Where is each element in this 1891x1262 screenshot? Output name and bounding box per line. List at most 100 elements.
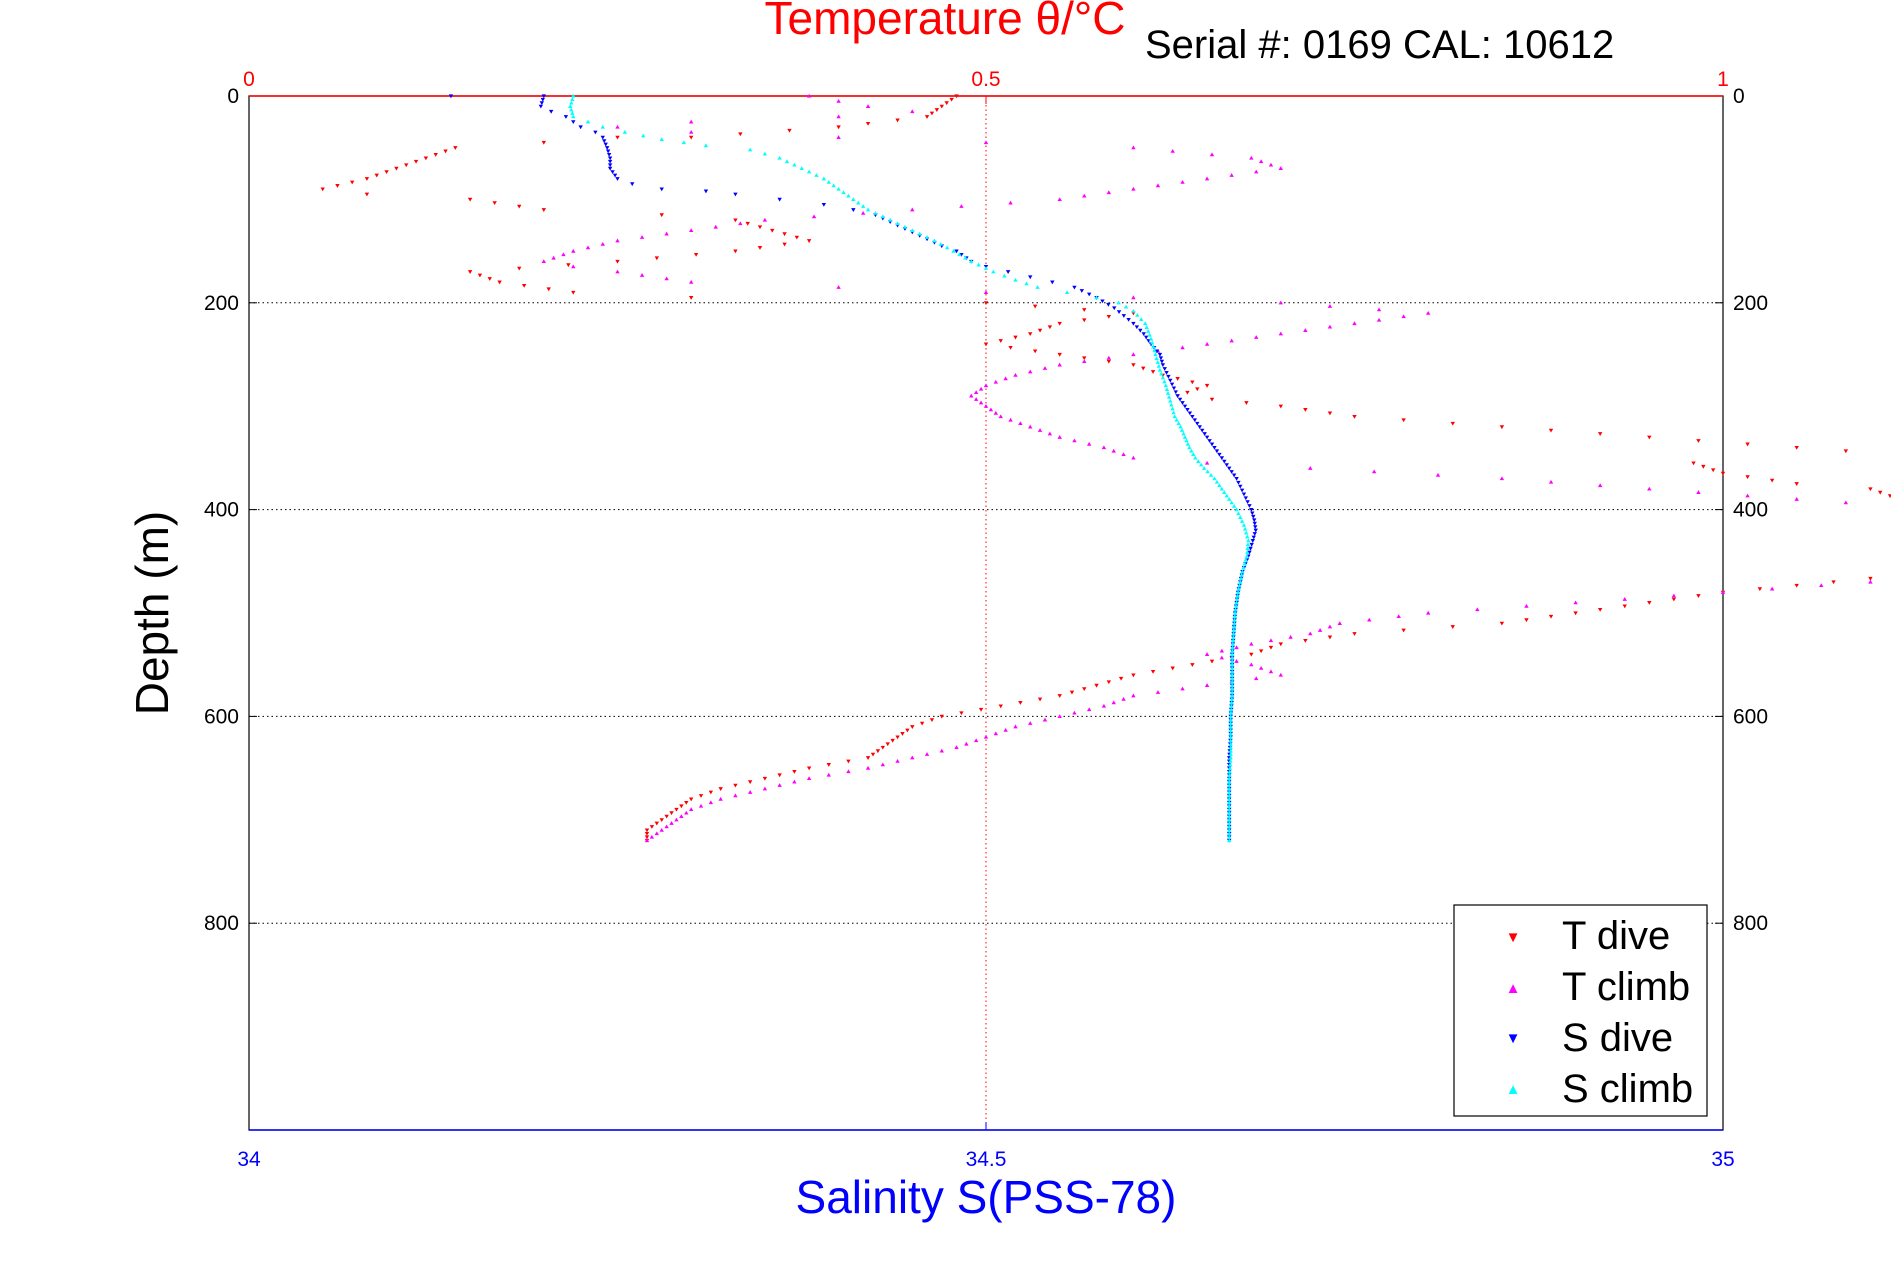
legend-box xyxy=(1453,904,1708,1117)
data-point xyxy=(664,814,669,819)
data-point xyxy=(957,252,962,257)
data-point xyxy=(1227,817,1232,822)
data-point xyxy=(1231,624,1237,629)
data-point xyxy=(873,210,878,215)
data-point xyxy=(1327,304,1333,308)
data-point xyxy=(448,94,454,99)
data-point xyxy=(929,111,935,116)
data-point xyxy=(1278,404,1283,409)
data-point xyxy=(1401,418,1406,423)
data-point xyxy=(954,745,959,750)
data-point xyxy=(467,270,473,274)
data-point xyxy=(1227,810,1232,815)
data-point xyxy=(1143,335,1149,340)
data-point xyxy=(762,217,768,222)
data-point xyxy=(983,266,989,270)
data-point xyxy=(1227,779,1232,784)
data-point xyxy=(1234,597,1240,601)
data-point xyxy=(1254,169,1259,174)
data-point xyxy=(1258,665,1264,670)
data-point xyxy=(1236,586,1241,591)
data-point xyxy=(1352,414,1357,419)
data-point xyxy=(1008,417,1013,422)
data-point xyxy=(708,800,714,805)
data-point xyxy=(1028,721,1033,725)
data-point xyxy=(1196,459,1201,463)
serial-label: Serial #: 0169 CAL: 10612 xyxy=(1145,23,1614,67)
y-tick-label-right: 200 xyxy=(1733,292,1768,315)
data-point xyxy=(806,169,812,174)
data-point xyxy=(757,246,763,250)
data-point xyxy=(1696,594,1701,598)
data-point xyxy=(782,242,787,247)
data-point xyxy=(1191,452,1196,457)
data-point xyxy=(1131,352,1136,357)
data-point xyxy=(1769,586,1775,591)
data-point xyxy=(976,262,981,267)
data-point xyxy=(1212,476,1217,481)
data-point xyxy=(1227,783,1232,787)
data-point xyxy=(1100,299,1105,304)
data-point xyxy=(689,119,694,124)
data-point xyxy=(603,142,608,147)
data-point xyxy=(1573,600,1578,605)
data-point xyxy=(1028,275,1033,280)
data-point xyxy=(846,769,851,774)
data-point xyxy=(846,193,851,198)
legend: ▼ T dive ▲ T climb ▼ S dive ▲ S climb xyxy=(1453,904,1708,1117)
data-point xyxy=(910,207,915,212)
data-point xyxy=(865,756,871,760)
data-point xyxy=(600,242,605,246)
y-tick-label-left: 600 xyxy=(204,705,239,728)
data-point xyxy=(1229,672,1235,677)
data-point xyxy=(1180,686,1185,691)
data-point xyxy=(664,276,669,281)
data-point xyxy=(1249,641,1254,646)
data-point xyxy=(1227,834,1232,839)
data-point xyxy=(924,235,930,239)
data-point xyxy=(870,752,876,757)
data-point xyxy=(1303,408,1308,412)
data-point xyxy=(1150,669,1156,674)
data-point xyxy=(1647,486,1652,491)
data-point xyxy=(733,192,738,197)
data-point xyxy=(1227,762,1233,767)
data-point xyxy=(1228,707,1234,712)
data-point xyxy=(1008,200,1013,205)
data-point xyxy=(934,108,940,112)
data-point xyxy=(1371,469,1377,474)
data-point xyxy=(571,290,576,295)
y-tick-label-right: 400 xyxy=(1733,499,1768,522)
data-point xyxy=(1268,669,1274,674)
data-point xyxy=(1228,748,1233,753)
data-point xyxy=(1229,693,1235,698)
data-point xyxy=(1229,686,1235,691)
data-point xyxy=(762,786,768,791)
data-point xyxy=(1230,641,1236,646)
data-point xyxy=(865,207,871,212)
data-point xyxy=(1037,697,1043,702)
data-point xyxy=(1327,324,1333,329)
data-point xyxy=(1426,610,1431,615)
data-point xyxy=(546,287,551,292)
data-point xyxy=(887,217,893,222)
data-point xyxy=(983,383,989,388)
data-point xyxy=(1245,550,1250,554)
data-point xyxy=(1106,359,1112,364)
legend-marker: ▼ xyxy=(1506,929,1521,946)
data-point xyxy=(1176,421,1181,426)
data-point xyxy=(895,221,900,226)
data-point xyxy=(1172,414,1177,419)
data-point xyxy=(963,255,968,260)
data-point xyxy=(571,248,576,253)
data-point xyxy=(698,803,704,808)
data-point xyxy=(1868,579,1873,584)
data-point xyxy=(1219,456,1225,461)
data-point xyxy=(1228,734,1233,739)
data-point xyxy=(1671,597,1677,602)
legend-label: S climb xyxy=(1562,1067,1693,1111)
data-point xyxy=(1843,449,1849,454)
data-point xyxy=(1153,352,1158,357)
data-point xyxy=(1057,694,1062,698)
data-point xyxy=(988,407,994,412)
